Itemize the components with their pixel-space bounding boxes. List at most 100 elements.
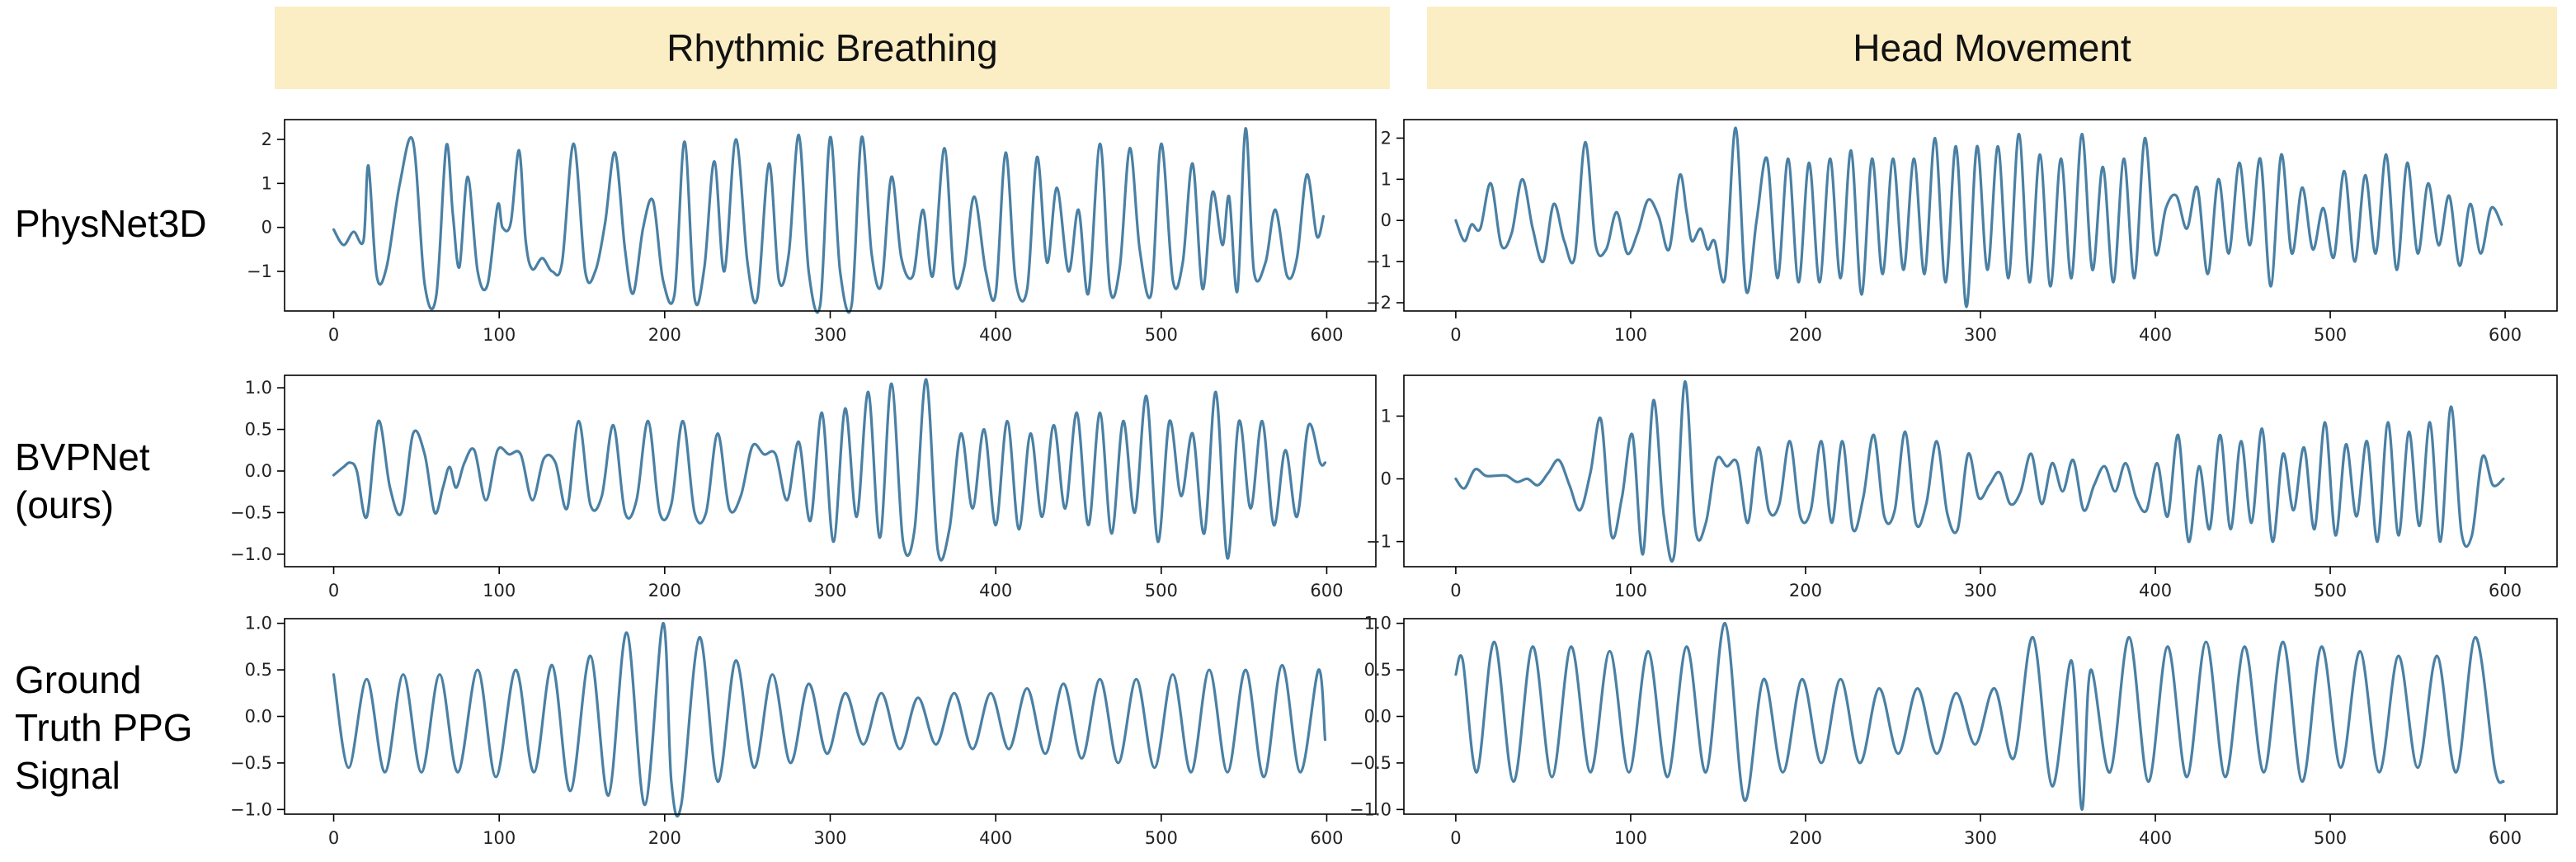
x-tick-label: 100 — [1614, 581, 1647, 601]
x-tick-label: 400 — [2139, 325, 2172, 345]
x-tick-label: 400 — [2139, 828, 2172, 848]
x-tick-label: 500 — [1145, 828, 1178, 848]
plot-frame — [284, 618, 1377, 815]
y-tick-label: 1 — [261, 173, 272, 193]
y-tick-label: 2 — [261, 130, 272, 149]
plot-frame — [284, 119, 1377, 312]
y-tick-label: −1.0 — [230, 544, 272, 564]
x-tick-label: 0 — [1450, 581, 1461, 601]
series-line — [332, 621, 1327, 818]
x-tick-label: 0 — [1450, 828, 1461, 848]
y-tick-label: 0 — [1381, 210, 1392, 230]
chart-panel: −1.0 −0.5 0.0 0.5 1.0 0 100 200 300 400 500 600 — [230, 614, 1377, 848]
x-tick-label: 400 — [979, 325, 1012, 345]
x-tick-label: 600 — [1310, 325, 1343, 345]
x-tick-label: 500 — [2314, 581, 2347, 601]
y-tick-label: 0.0 — [245, 707, 272, 727]
chart-panel: −2 −1 0 1 2 0 100 200 300 400 500 600 — [1366, 119, 2558, 345]
y-tick-label: −1 — [1366, 252, 1392, 271]
x-tick-label: 600 — [2489, 581, 2522, 601]
y-tick-label: −1.0 — [230, 799, 272, 819]
y-tick-label: 0.5 — [1364, 660, 1392, 680]
x-tick-label: 0 — [1450, 325, 1461, 345]
series-line — [1454, 126, 2503, 309]
x-tick-label: 300 — [813, 325, 846, 345]
column-header-rhythmic-breathing: Rhythmic Breathing — [275, 7, 1390, 89]
row-label-physnet3d: PhysNet3D — [15, 200, 207, 247]
y-tick-label: 0.5 — [245, 420, 272, 440]
y-tick-label: −0.5 — [230, 753, 272, 773]
row-label-ground-truth: Ground Truth PPG Signal — [15, 656, 193, 799]
chart-panel: −1 0 1 0 100 200 300 400 500 600 — [1366, 374, 2558, 601]
y-tick-label: 0.0 — [1364, 707, 1392, 727]
x-tick-label: 600 — [1310, 581, 1343, 601]
y-tick-label: 1.0 — [245, 378, 272, 398]
row-label-bvpnet: BVPNet (ours) — [15, 433, 150, 529]
series-line — [1454, 379, 2505, 563]
x-tick-label: 400 — [979, 828, 1012, 848]
y-tick-label: 0 — [1381, 469, 1392, 489]
x-tick-label: 300 — [1964, 581, 1997, 601]
y-tick-label: −1.0 — [1349, 799, 1392, 819]
x-tick-label: 300 — [1964, 325, 1997, 345]
y-tick-label: 1 — [1381, 406, 1392, 426]
x-tick-label: 500 — [2314, 828, 2347, 848]
y-tick-label: −0.5 — [1349, 753, 1392, 773]
x-tick-label: 200 — [648, 325, 681, 345]
x-tick-label: 500 — [2314, 325, 2347, 345]
y-tick-label: −1 — [1366, 532, 1392, 552]
x-tick-label: 300 — [1964, 828, 1997, 848]
row-label-line: Ground — [15, 658, 142, 701]
series-line — [332, 127, 1326, 314]
chart-panel: −1 0 1 2 0 100 200 300 400 500 600 — [247, 119, 1377, 345]
x-tick-label: 0 — [328, 581, 339, 601]
y-tick-label: 0 — [261, 218, 272, 238]
column-header-head-movement: Head Movement — [1427, 7, 2557, 89]
x-tick-label: 200 — [1789, 325, 1822, 345]
x-tick-label: 200 — [648, 581, 681, 601]
x-tick-label: 100 — [1614, 325, 1647, 345]
column-header-label: Head Movement — [1853, 26, 2131, 69]
y-tick-label: 0.5 — [245, 660, 272, 680]
plot-frame — [1403, 119, 2558, 312]
y-tick-label: 1.0 — [1364, 614, 1392, 634]
y-tick-label: −1 — [247, 261, 272, 281]
row-label-line: (ours) — [15, 483, 115, 526]
x-tick-label: 600 — [2489, 325, 2522, 345]
x-tick-label: 100 — [483, 828, 516, 848]
chart-panel: −1.0 −0.5 0.0 0.5 1.0 0 100 200 300 400 500 600 — [1349, 614, 2558, 848]
x-tick-label: 100 — [483, 581, 516, 601]
x-tick-label: 200 — [1789, 828, 1822, 848]
x-tick-label: 500 — [1145, 325, 1178, 345]
plot-frame — [284, 374, 1377, 568]
row-label-line: BVPNet — [15, 436, 150, 478]
row-label-line: PhysNet3D — [15, 202, 207, 245]
y-tick-label: 1.0 — [245, 614, 272, 634]
x-tick-label: 200 — [648, 828, 681, 848]
column-header-label: Rhythmic Breathing — [666, 26, 998, 69]
row-label-line: Signal — [15, 754, 120, 797]
plot-frame — [1403, 374, 2558, 568]
y-tick-label: 0.0 — [245, 461, 272, 481]
x-tick-label: 600 — [2489, 828, 2522, 848]
x-tick-label: 500 — [1145, 581, 1178, 601]
row-label-line: Truth PPG — [15, 706, 193, 749]
x-tick-label: 200 — [1789, 581, 1822, 601]
x-tick-label: 400 — [2139, 581, 2172, 601]
series-line — [332, 378, 1327, 562]
x-tick-label: 300 — [813, 828, 846, 848]
chart-panel: −1.0 −0.5 0.0 0.5 1.0 0 100 200 300 400 500 600 — [230, 374, 1377, 601]
y-tick-label: −2 — [1366, 293, 1392, 313]
x-tick-label: 0 — [328, 325, 339, 345]
x-tick-label: 400 — [979, 581, 1012, 601]
plot-frame — [1403, 618, 2558, 815]
series-line — [1454, 621, 2505, 812]
x-tick-label: 0 — [328, 828, 339, 848]
x-tick-label: 600 — [1310, 828, 1343, 848]
x-tick-label: 100 — [483, 325, 516, 345]
x-tick-label: 300 — [813, 581, 846, 601]
y-tick-label: 2 — [1381, 128, 1392, 148]
y-tick-label: 1 — [1381, 169, 1392, 189]
y-tick-label: −0.5 — [230, 502, 272, 522]
